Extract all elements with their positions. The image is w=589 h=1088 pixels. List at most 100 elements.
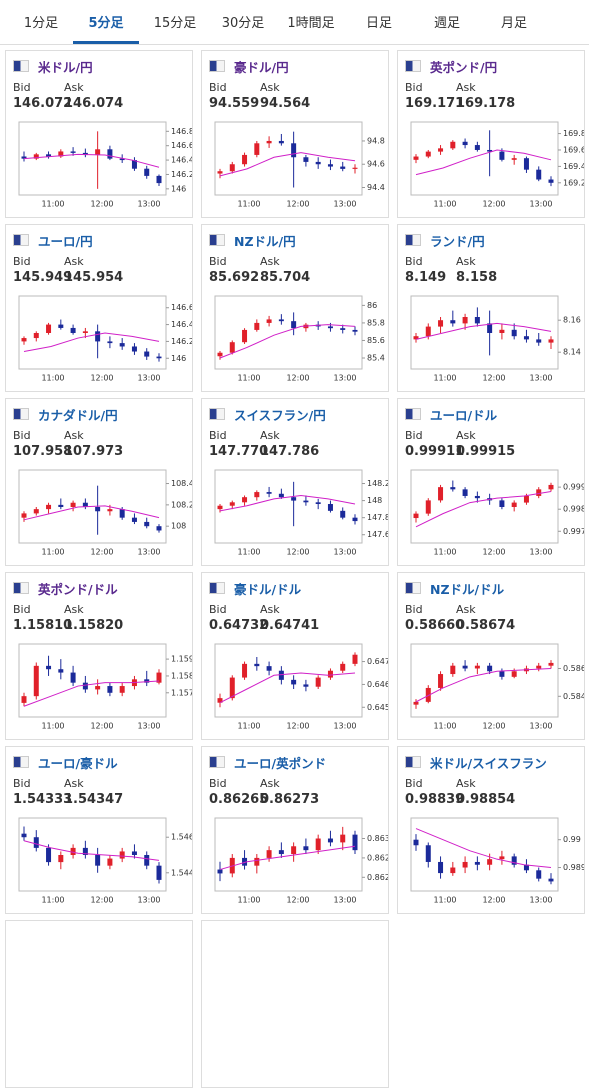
candle-body (474, 665, 480, 669)
pair-link[interactable]: 米ドル/円 (38, 60, 93, 75)
candle-body (217, 869, 223, 874)
candle-body (144, 855, 150, 866)
x-tick-label: 13:00 (137, 896, 160, 905)
mini-chart: 8.14 8.16 11:00 12:00 13:00 (410, 295, 581, 383)
pair-link[interactable]: 豪ドル/円 (234, 60, 289, 75)
candle-body (82, 502, 88, 507)
candle-body (523, 158, 529, 170)
candle-body (425, 845, 431, 862)
pair-link[interactable]: スイスフラン/円 (234, 408, 326, 423)
pair-link[interactable]: 英ポンド/円 (430, 60, 498, 75)
tab[interactable]: 週足 (433, 16, 460, 31)
x-tick-label: 13:00 (529, 374, 552, 383)
moving-average (219, 845, 356, 871)
x-tick-label: 12:00 (482, 374, 505, 383)
candle-body (352, 517, 358, 522)
candle-body (474, 861, 480, 865)
rate-panel: 米ドル/スイスフラン Bid Ask 0.98839 0.98854 0.989 0.99 1… (397, 746, 585, 914)
pair-link[interactable]: NZドル/ドル (430, 582, 505, 597)
y-tick-label: 169.8 (563, 129, 584, 138)
tab[interactable]: 1分足 (23, 16, 59, 31)
mini-chart: 0.997 0.998 0.999 11:00 12:00 13:00 (410, 469, 584, 557)
ask-value: 0.86273 (260, 792, 320, 807)
candle-body (229, 502, 235, 506)
candle-body (548, 179, 554, 183)
pair-link[interactable]: ランド/円 (430, 234, 485, 249)
tab[interactable]: 15分足 (153, 16, 197, 31)
candle-body (511, 329, 517, 337)
candle-body (413, 839, 419, 846)
moving-average (415, 491, 552, 528)
candle-body (217, 505, 223, 510)
candle-body (487, 149, 493, 152)
bid-label: Bid (13, 429, 31, 442)
candle-body (462, 665, 468, 669)
candle-body (536, 665, 542, 669)
plot-frame (410, 295, 559, 370)
candle-body (462, 317, 468, 324)
candle-body (70, 847, 76, 855)
pair-link[interactable]: ユーロ/円 (38, 234, 93, 249)
bid-value: 107.958 (13, 444, 73, 459)
bid-label: Bid (13, 81, 31, 94)
ask-value: 145.954 (64, 270, 124, 285)
bid-label: Bid (405, 81, 423, 94)
candle-body (266, 140, 272, 144)
candle-body (438, 674, 444, 688)
bid-label: Bid (209, 255, 227, 268)
candle-body (46, 504, 52, 510)
candle-body (291, 321, 297, 329)
bid-value: 147.770 (209, 444, 269, 459)
ask-value: 94.564 (260, 96, 311, 111)
candle-body (413, 156, 419, 160)
plot-frame (18, 469, 167, 544)
pair-link[interactable]: ユーロ/豪ドル (38, 756, 118, 771)
y-tick-label: 108.2 (171, 500, 192, 509)
plot-frame (410, 643, 559, 718)
candle-body (425, 151, 431, 157)
candle-body (33, 837, 39, 848)
moving-average (23, 680, 160, 707)
candle-body (58, 669, 64, 673)
ask-label: Ask (64, 429, 84, 442)
y-tick-label: 147.6 (367, 530, 388, 539)
pair-link[interactable]: ユーロ/ドル (430, 408, 498, 423)
plot-frame (214, 121, 363, 196)
tab[interactable]: 1時間足 (287, 16, 335, 31)
x-tick-label: 13:00 (529, 896, 552, 905)
mini-chart: 146 146.2 146.4 146.6 11:00 12:00 13:00 (18, 295, 192, 383)
rate-panel: NZドル/円 Bid Ask 85.692 85.704 85.4 85.6 85.8 86 11… (201, 224, 389, 392)
pair-link[interactable]: カナダドル/円 (38, 408, 118, 423)
x-tick-label: 11:00 (41, 200, 64, 209)
panel-more (201, 920, 389, 1088)
plot-frame (214, 817, 363, 892)
y-tick-label: 146 (171, 354, 186, 363)
tab[interactable]: 30分足 (221, 16, 265, 31)
candle-body (156, 356, 162, 359)
x-tick-label: 13:00 (333, 374, 356, 383)
tab[interactable]: 月足 (500, 16, 527, 31)
pair-link[interactable]: 英ポンド/ドル (38, 582, 118, 597)
ask-value: 107.973 (64, 444, 124, 459)
rate-panel: ユーロ/円 Bid Ask 145.949 145.954 146 146.2 146.4 14… (5, 224, 193, 392)
candle-body (340, 663, 346, 671)
plot-frame (18, 643, 167, 718)
bid-label: Bid (13, 777, 31, 790)
ask-label: Ask (456, 255, 476, 268)
pair-link[interactable]: NZドル/円 (234, 234, 296, 249)
x-tick-label: 13:00 (333, 200, 356, 209)
candle-body (499, 151, 505, 160)
tab[interactable]: 5分足 (73, 0, 139, 44)
pair-link[interactable]: 豪ドル/ドル (234, 582, 302, 597)
pair-link[interactable]: 米ドル/スイスフラン (430, 756, 547, 771)
tab[interactable]: 日足 (365, 16, 392, 31)
candle-body (266, 319, 272, 323)
pair-link[interactable]: ユーロ/英ポンド (234, 756, 327, 771)
candle-body (46, 665, 52, 670)
candle-body (340, 328, 346, 330)
y-tick-label: 0.998 (563, 505, 584, 514)
bid-label: Bid (209, 81, 227, 94)
y-tick-label: 0.586 (563, 664, 584, 673)
candle-body (95, 507, 101, 512)
plot-frame (214, 295, 363, 370)
